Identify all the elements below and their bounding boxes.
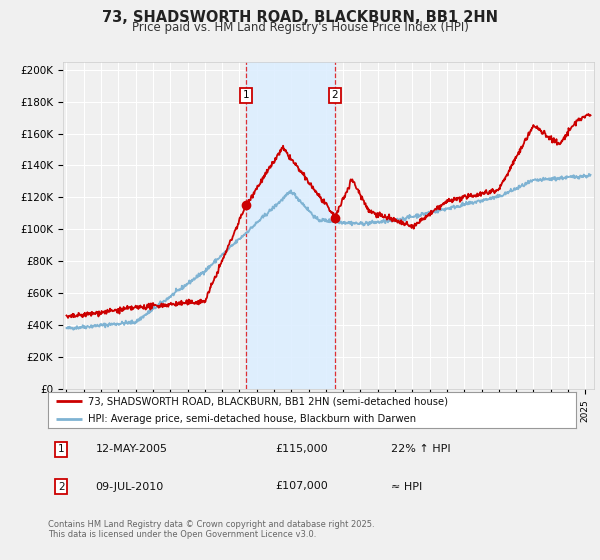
Text: Price paid vs. HM Land Registry's House Price Index (HPI): Price paid vs. HM Land Registry's House … — [131, 21, 469, 34]
Text: Contains HM Land Registry data © Crown copyright and database right 2025.
This d: Contains HM Land Registry data © Crown c… — [48, 520, 374, 539]
Text: 73, SHADSWORTH ROAD, BLACKBURN, BB1 2HN (semi-detached house): 73, SHADSWORTH ROAD, BLACKBURN, BB1 2HN … — [88, 396, 448, 406]
Text: ≈ HPI: ≈ HPI — [391, 482, 422, 492]
Text: £107,000: £107,000 — [275, 482, 328, 492]
Text: 12-MAY-2005: 12-MAY-2005 — [95, 445, 167, 454]
Text: 73, SHADSWORTH ROAD, BLACKBURN, BB1 2HN: 73, SHADSWORTH ROAD, BLACKBURN, BB1 2HN — [102, 10, 498, 25]
Text: £115,000: £115,000 — [275, 445, 328, 454]
Text: 2: 2 — [332, 90, 338, 100]
Text: 1: 1 — [58, 445, 65, 454]
Text: HPI: Average price, semi-detached house, Blackburn with Darwen: HPI: Average price, semi-detached house,… — [88, 414, 416, 424]
Bar — [245, 62, 335, 389]
Text: 09-JUL-2010: 09-JUL-2010 — [95, 482, 164, 492]
Text: 1: 1 — [242, 90, 249, 100]
Text: 22% ↑ HPI: 22% ↑ HPI — [391, 445, 451, 454]
Text: 2: 2 — [58, 482, 65, 492]
